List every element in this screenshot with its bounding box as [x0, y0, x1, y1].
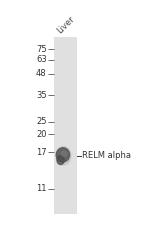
Text: 17: 17 — [36, 147, 47, 157]
Text: 11: 11 — [36, 184, 47, 193]
Text: 75: 75 — [36, 45, 47, 54]
Text: RELM alpha: RELM alpha — [82, 151, 131, 160]
Bar — [54, 37, 77, 214]
Text: 25: 25 — [36, 117, 47, 126]
Text: 63: 63 — [36, 55, 47, 64]
Ellipse shape — [61, 151, 67, 157]
Ellipse shape — [57, 155, 64, 165]
Text: Liver: Liver — [55, 14, 76, 35]
Ellipse shape — [56, 147, 71, 165]
Text: 20: 20 — [36, 130, 47, 139]
Ellipse shape — [56, 148, 70, 162]
Text: 48: 48 — [36, 69, 47, 78]
Text: 35: 35 — [36, 91, 47, 100]
